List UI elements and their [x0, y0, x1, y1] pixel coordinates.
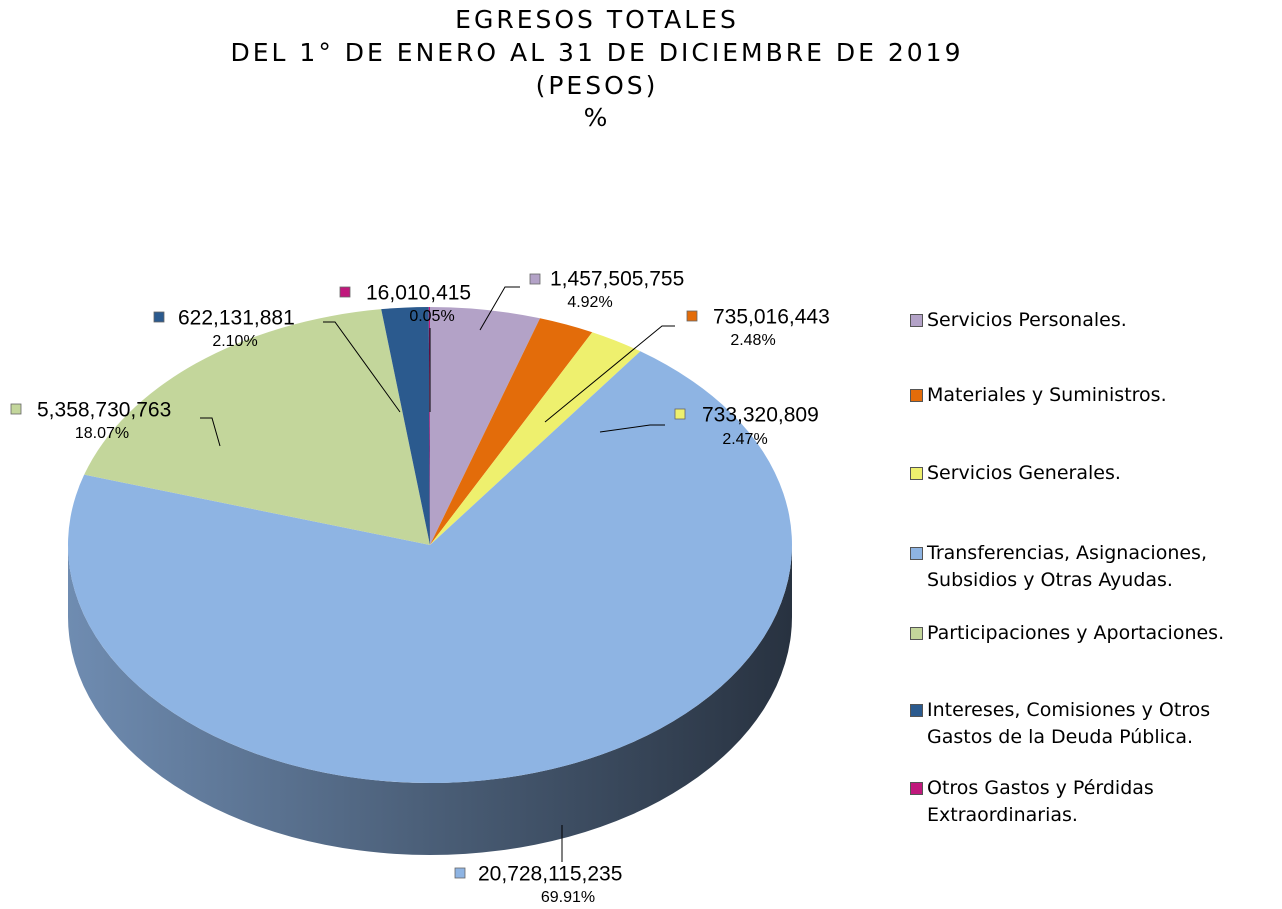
percent-label: 2.10%	[212, 333, 257, 350]
legend-swatch	[910, 782, 923, 795]
leader-line	[599, 424, 665, 433]
legend-swatch	[910, 704, 923, 717]
legend-item: Materiales y Suministros.	[910, 382, 1272, 409]
percent-label: 69.91%	[541, 889, 595, 906]
legend-item: Servicios Generales.	[910, 460, 1272, 487]
legend-swatch	[910, 389, 923, 402]
value-label: 20,728,115,235	[478, 863, 622, 886]
chart-subtitle: %	[584, 103, 611, 132]
slice	[430, 332, 641, 545]
leader-line	[200, 417, 221, 447]
percent-label: 2.47%	[722, 431, 767, 448]
value-label: 16,010,415	[366, 282, 471, 305]
slice	[430, 318, 593, 545]
label-marker	[674, 408, 686, 420]
legend-swatch	[910, 314, 923, 327]
legend-label: Servicios Personales.	[927, 309, 1127, 331]
legend-label: Servicios Generales.	[927, 462, 1121, 484]
chart-subtitle: (PESOS)	[536, 71, 659, 100]
legend-item: Transferencias, Asignaciones, Subsidios …	[910, 540, 1272, 594]
legend-label: Intereses, Comisiones y Otros Gastos de …	[927, 699, 1211, 748]
legend-label: Materiales y Suministros.	[927, 384, 1167, 406]
legend-item: Intereses, Comisiones y Otros Gastos de …	[910, 697, 1272, 751]
legend-item: Servicios Personales.	[910, 307, 1272, 334]
value-label: 5,358,730,763	[37, 399, 171, 422]
slice	[84, 309, 431, 545]
legend-label: Otros Gastos y Pérdidas Extraordinarias.	[927, 777, 1154, 826]
percent-label: 2.48%	[730, 332, 775, 349]
slice	[68, 351, 792, 783]
legend-label: Participaciones y Aportaciones.	[927, 622, 1225, 644]
percent-label: 18.07%	[75, 425, 129, 442]
legend-swatch	[910, 467, 923, 480]
label-marker	[686, 310, 698, 322]
legend-swatch	[910, 547, 923, 560]
leader-line	[479, 286, 520, 331]
label-marker	[529, 273, 541, 285]
legend-item: Participaciones y Aportaciones.	[910, 620, 1272, 647]
slice	[381, 307, 430, 545]
value-label: 733,320,809	[702, 404, 819, 427]
legend-item: Otros Gastos y Pérdidas Extraordinarias.	[910, 775, 1272, 829]
value-label: 735,016,443	[713, 306, 830, 329]
chart-title: EGRESOS TOTALES	[455, 5, 739, 34]
percent-label: 4.92%	[567, 294, 612, 311]
legend-swatch	[910, 627, 923, 640]
label-marker	[153, 311, 165, 323]
percent-label: 0.05%	[409, 308, 454, 325]
label-marker	[454, 867, 466, 879]
leader-line	[544, 325, 675, 423]
value-label: 1,457,505,755	[550, 268, 684, 291]
legend-label: Transferencias, Asignaciones, Subsidios …	[927, 542, 1207, 591]
slice-side	[68, 545, 792, 855]
value-label: 622,131,881	[178, 307, 295, 330]
leader-line	[323, 321, 401, 413]
label-marker	[10, 403, 22, 415]
label-marker	[339, 286, 351, 298]
slice	[430, 307, 541, 545]
chart-subtitle: DEL 1° DE ENERO AL 31 DE DICIEMBRE DE 20…	[231, 38, 964, 67]
